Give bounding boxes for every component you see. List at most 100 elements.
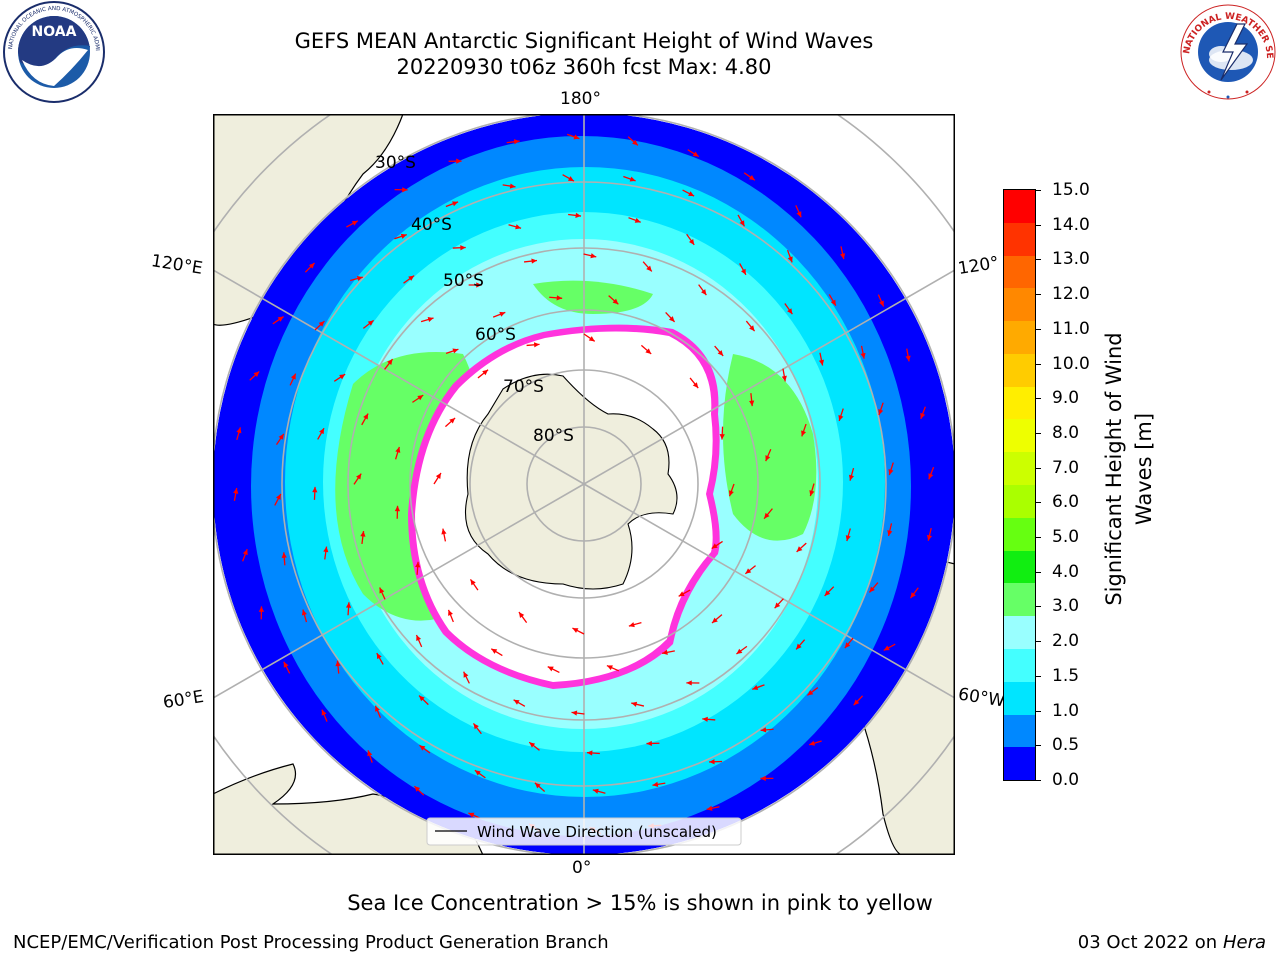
wave-arrow-head — [534, 782, 541, 789]
wave-arrow-head — [387, 359, 393, 365]
wave-arrow-head — [400, 233, 407, 239]
wave-arrow-head — [628, 622, 635, 628]
wave-arrow-head — [236, 427, 242, 434]
wave-arrow-head — [253, 371, 260, 378]
colorbar-tick-mark — [1035, 467, 1041, 469]
wave-arrow-head — [646, 265, 652, 272]
wave-arrow-head — [308, 262, 315, 269]
lon-label-60w: 60°W — [956, 684, 1007, 712]
wave-arrow-head — [474, 770, 481, 776]
wave-arrow-head — [408, 275, 415, 281]
wave-arrow-head — [242, 549, 248, 556]
colorbar-segment — [1004, 255, 1035, 289]
wave-arrow-head — [634, 217, 641, 223]
wave-arrow-head — [787, 308, 793, 315]
colorbar — [1003, 189, 1036, 781]
wave-arrow-head — [460, 245, 466, 251]
wave-arrow-head — [645, 348, 652, 354]
antarctica-land — [464, 373, 678, 590]
legend-box — [426, 817, 742, 846]
wave-arrow-head — [678, 591, 685, 597]
wave-arrow-head — [427, 317, 434, 323]
wave-arrow-head — [688, 238, 695, 245]
wave-arrow-head — [740, 268, 746, 275]
colorbar-tick-label: 4.0 — [1052, 561, 1080, 582]
colorbar-tick-label: 13.0 — [1052, 249, 1090, 270]
wave-arrow-head — [749, 325, 755, 332]
wave-arrow-head — [395, 446, 401, 453]
lon-label-120w: 120° — [956, 252, 1001, 280]
wave-arrow-head — [499, 311, 506, 317]
wave-area-east — [723, 354, 817, 541]
colorbar-segment — [1004, 681, 1035, 715]
wave-arrow-head — [356, 473, 362, 480]
wave-arrow-head — [717, 350, 724, 356]
colorbar-tick-mark — [1035, 710, 1041, 712]
wave-arrow-head — [417, 395, 424, 401]
wave-arrow-head — [394, 505, 401, 512]
wave-arrow-head — [419, 745, 426, 751]
wave-arrow-head — [701, 289, 707, 296]
colorbar-tick-label: 0.0 — [1052, 770, 1080, 790]
wave-arrow-head — [736, 648, 743, 655]
colorbar-segment — [1004, 452, 1035, 486]
wave-arrow-head — [840, 253, 846, 260]
wave-arrow-head — [275, 493, 281, 500]
wave-arrow-head — [853, 699, 860, 706]
colorbar-segment — [1004, 648, 1035, 682]
lat-label-50s: 50°S — [443, 271, 484, 291]
wave-arrow-head — [728, 490, 734, 497]
wave-arrow-head — [631, 701, 638, 707]
wave-arrow-head — [702, 716, 708, 722]
colorbar-tick-mark — [1035, 537, 1041, 539]
wave-arrow-head — [283, 661, 289, 668]
wave-arrow-head — [482, 369, 489, 376]
wave-arrow-head — [463, 671, 469, 678]
wave-arrow-head — [592, 788, 599, 794]
wave-arrow-head — [888, 469, 894, 476]
wave-arrow-head — [692, 382, 699, 389]
colorbar-tick-mark — [1035, 363, 1041, 365]
wave-arrow-head — [318, 321, 325, 327]
wave-arrow-head — [258, 606, 265, 612]
wave-arrow-head — [572, 628, 579, 633]
polar-map: 30°S 40°S 50°S 60°S 70°S 80°S Wind Wave … — [213, 114, 955, 855]
colorbar-tick-label: 7.0 — [1052, 457, 1080, 478]
wave-arrow-head — [848, 474, 855, 481]
colorbar-tick-label: 11.0 — [1052, 318, 1090, 339]
wave-arrow-head — [573, 134, 580, 140]
colorbar-segment — [1004, 190, 1035, 223]
wave-arrow-head — [824, 590, 831, 596]
sea-ice-note: Sea Ice Concentration > 15% is shown in … — [347, 891, 933, 915]
wave-arrow-head — [752, 685, 759, 690]
wave-arrow-head — [905, 355, 911, 362]
wave-arrow-head — [652, 781, 659, 787]
colorbar-tick-label: 14.0 — [1052, 214, 1090, 235]
colorbar-tick-mark — [1035, 502, 1041, 504]
wave-arrow-head — [339, 374, 346, 380]
colorbar-segment — [1004, 353, 1035, 387]
wave-area-north — [533, 280, 653, 314]
wave-arrow-head — [513, 699, 520, 705]
colorbar-tick-label: 15.0 — [1052, 180, 1090, 200]
wave-arrow-head — [869, 586, 875, 593]
wave-arrow-head — [356, 275, 363, 282]
wave-arrow-head — [281, 552, 287, 558]
wave-arrow-head — [452, 201, 459, 207]
wave-arrow-head — [807, 690, 814, 696]
lon-label-60e: 60°E — [161, 686, 206, 714]
colorbar-tick-label: 9.0 — [1052, 388, 1080, 409]
wave-arrow-head — [709, 759, 715, 765]
colorbar-segment — [1004, 222, 1035, 256]
wave-arrow-head — [376, 653, 382, 660]
nws-logo: NATIONAL WEATHER SERVICE — [1177, 2, 1276, 100]
wave-arrow-head — [473, 723, 479, 730]
wave-arrow-head — [883, 645, 890, 651]
lon-gridlines — [213, 114, 955, 855]
lon-label-180: 180° — [560, 89, 601, 109]
wave-arrow-head — [441, 528, 447, 535]
wave-arrow-head — [515, 224, 522, 230]
wave-arrow-head — [878, 409, 884, 415]
lat-label-30s: 30°S — [375, 153, 416, 173]
lon-label-120e: 120°E — [149, 251, 204, 279]
